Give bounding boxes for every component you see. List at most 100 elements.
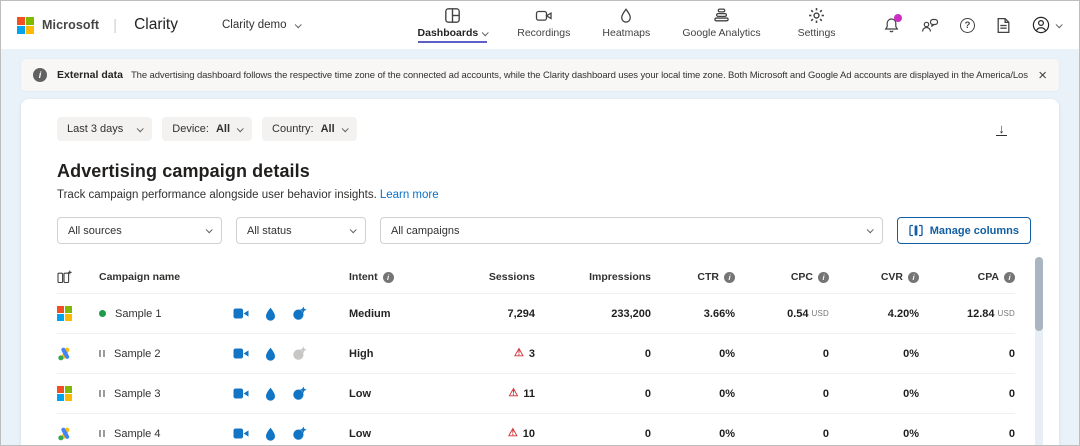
col-campaign-name[interactable]: Campaign name [99,271,181,283]
campaign-cell: Sample 3 [99,388,233,400]
impressions-cell: 0 [644,427,651,440]
banner-title: External data [57,69,123,81]
col-intent[interactable]: Intent i [349,271,433,283]
cpc-cell: 0 [822,347,829,360]
google-ads-logo-icon [58,347,70,360]
nav-settings[interactable]: Settings [791,7,843,41]
nav-settings-label: Settings [797,27,836,39]
ai-insights-icon[interactable] [292,346,307,361]
date-range-filter[interactable]: Last 3 days [57,117,153,141]
account-menu[interactable] [1032,16,1063,34]
brand-divider: | [113,16,118,34]
impressions-cell: 233,200 [611,307,651,320]
download-icon[interactable]: ↓ [996,122,1007,136]
table-scrollbar[interactable] [1035,257,1043,445]
nav-heatmaps-label: Heatmaps [602,27,651,39]
intent-cell: Low [349,387,371,400]
nav-heatmaps[interactable]: Heatmaps [600,7,652,41]
col-cpc[interactable]: CPC i [735,271,829,283]
cpa-cell: 0 [1008,427,1015,440]
features-cell [233,386,349,401]
intent-cell: Low [349,427,371,440]
col-impressions[interactable]: Impressions [589,271,651,283]
table-body: Sample 1 Medium ⚠ 7,294 233,200 3.66% 0.… [57,293,1015,445]
impressions-cell: 0 [644,387,651,400]
nav-google-analytics[interactable]: Google Analytics [682,7,761,41]
status-dropdown[interactable]: All status [236,217,366,244]
view-heatmap-icon[interactable] [264,307,277,321]
source-cell [57,306,99,321]
microsoft-wordmark: Microsoft [42,18,100,32]
view-recordings-icon[interactable] [233,427,249,440]
source-cell [57,386,99,401]
info-icon: i [382,271,394,283]
device-filter[interactable]: Device: All [162,117,253,141]
view-heatmap-icon[interactable] [264,347,277,361]
page-title: Advertising campaign details [57,161,310,181]
view-heatmap-icon[interactable] [264,427,277,441]
help-icon[interactable]: ? [960,17,975,33]
view-recordings-icon[interactable] [233,307,249,320]
col-sessions[interactable]: Sessions [488,271,535,283]
account-avatar-icon [1032,16,1050,34]
country-filter[interactable]: Country: All [262,117,357,141]
external-data-banner: i External data The advertising dashboar… [21,59,1059,91]
ai-insights-icon[interactable] [292,306,307,321]
chevron-down-icon [136,124,145,132]
col-ctr[interactable]: CTR i [651,271,735,283]
cpa-cell: 0 [1008,347,1015,360]
chevron-down-icon [236,124,244,132]
scrollbar-thumb[interactable] [1035,257,1043,331]
ctr-cell: 3.66% [703,307,735,320]
top-bar: Microsoft | Clarity Clarity demo Dashboa… [1,1,1079,49]
table-row[interactable]: Sample 3 Low ⚠ 11 0 0% 0 0% 0 [57,373,1015,413]
nav-recordings[interactable]: Recordings [517,7,570,41]
chevron-down-icon [341,124,349,132]
notifications-bell-icon[interactable] [883,13,902,34]
project-name: Clarity demo [221,19,287,31]
ai-insights-icon[interactable] [292,426,307,441]
source-cell [57,346,99,362]
ctr-cell: 0% [719,387,735,400]
currency-unit: USD [997,309,1015,318]
table-header: Campaign name Intent i Sessions Impressio… [57,261,1015,293]
docs-icon[interactable] [996,17,1011,34]
sources-dropdown[interactable]: All sources [57,217,222,244]
features-cell [233,306,349,321]
brand: Microsoft | Clarity [17,16,178,34]
project-selector[interactable]: Clarity demo [221,19,302,31]
col-cpa[interactable]: CPA i [919,271,1015,283]
table-row[interactable]: Sample 1 Medium ⚠ 7,294 233,200 3.66% 0.… [57,293,1015,333]
cpc-cell: 0.54 USD [787,307,829,320]
google-analytics-icon [714,8,729,22]
impressions-cell: 0 [644,347,651,360]
table-row[interactable]: Sample 2 High ⚠ 3 0 0% 0 0% 0 [57,333,1015,373]
col-cvr[interactable]: CVR i [829,271,919,283]
cpa-cell: 0 [1008,387,1015,400]
ctr-cell: 0% [719,347,735,360]
manage-columns-button[interactable]: Manage columns [896,217,1031,244]
intent-cell: Medium [349,307,391,320]
microsoft-ads-logo-icon [57,386,72,401]
sessions-cell: ⚠ 7,294 [507,307,535,320]
campaign-cell: Sample 4 [99,428,233,440]
ctr-cell: 0% [719,427,735,440]
info-icon: i [33,68,47,82]
nav-dashboards[interactable]: Dashboards [417,7,489,43]
ai-insights-icon[interactable] [292,386,307,401]
status-paused-icon [99,350,105,357]
settings-gear-icon [809,8,825,23]
feedback-icon[interactable] [921,17,939,34]
view-recordings-icon[interactable] [233,347,249,360]
view-recordings-icon[interactable] [233,387,249,400]
info-icon: i [724,271,735,283]
campaigns-dropdown[interactable]: All campaigns [380,217,883,244]
info-icon: i [908,271,919,283]
table-row[interactable]: Sample 4 Low ⚠ 10 0 0% 0 0% 0 [57,413,1015,445]
recordings-icon [535,10,552,21]
close-icon[interactable]: × [1038,66,1047,84]
learn-more-link[interactable]: Learn more [379,189,439,201]
add-column-icon[interactable] [57,270,99,284]
campaigns-table: Campaign name Intent i Sessions Impressio… [57,261,1031,445]
view-heatmap-icon[interactable] [264,387,277,401]
